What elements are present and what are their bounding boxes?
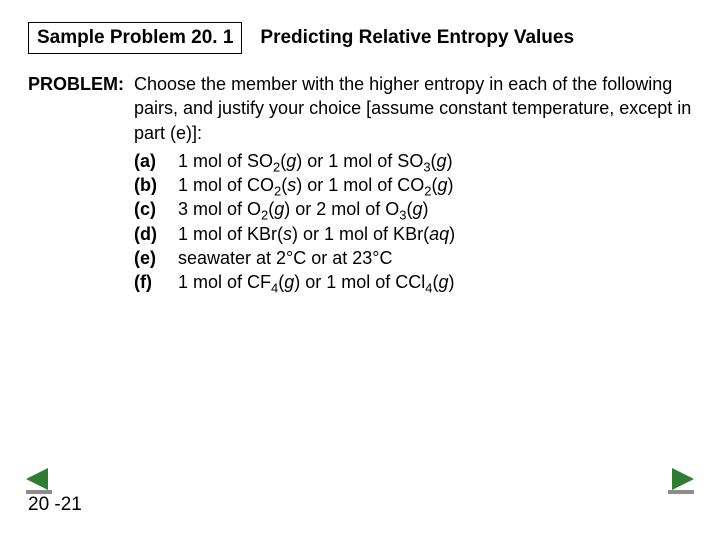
item-letter: (b) [134, 173, 178, 197]
problem-item: (e)seawater at 2°C or at 23°C [134, 246, 692, 270]
problem-block: PROBLEM: Choose the member with the high… [28, 72, 692, 295]
problem-item: (f)1 mol of CF4(g) or 1 mol of CCl4(g) [134, 270, 692, 294]
item-letter: (a) [134, 149, 178, 173]
item-letter: (f) [134, 270, 178, 294]
slide-title: Predicting Relative Entropy Values [260, 27, 574, 49]
problem-item: (c)3 mol of O2(g) or 2 mol of O3(g) [134, 197, 692, 221]
problem-intro: Choose the member with the higher entrop… [134, 72, 692, 145]
item-letter: (e) [134, 246, 178, 270]
item-text: 1 mol of KBr(s) or 1 mol of KBr(aq) [178, 222, 692, 246]
next-arrow-icon[interactable] [672, 468, 694, 490]
item-text: 1 mol of CF4(g) or 1 mol of CCl4(g) [178, 270, 692, 294]
problem-item: (a)1 mol of SO2(g) or 1 mol of SO3(g) [134, 149, 692, 173]
item-text: 1 mol of CO2(s) or 1 mol of CO2(g) [178, 173, 692, 197]
prev-arrow-shadow [26, 490, 52, 494]
item-letter: (d) [134, 222, 178, 246]
prev-arrow-icon[interactable] [26, 468, 48, 490]
page-number: 20 -21 [28, 494, 82, 516]
problem-items: (a)1 mol of SO2(g) or 1 mol of SO3(g)(b)… [134, 149, 692, 295]
item-text: 1 mol of SO2(g) or 1 mol of SO3(g) [178, 149, 692, 173]
next-arrow-shadow [668, 490, 694, 494]
header-row: Sample Problem 20. 1 Predicting Relative… [28, 22, 692, 54]
item-text: 3 mol of O2(g) or 2 mol of O3(g) [178, 197, 692, 221]
problem-label: PROBLEM: [28, 72, 124, 295]
problem-item: (b)1 mol of CO2(s) or 1 mol of CO2(g) [134, 173, 692, 197]
sample-problem-box: Sample Problem 20. 1 [28, 22, 242, 54]
item-letter: (c) [134, 197, 178, 221]
problem-body: Choose the member with the higher entrop… [134, 72, 692, 295]
slide-page: Sample Problem 20. 1 Predicting Relative… [0, 0, 720, 540]
problem-item: (d)1 mol of KBr(s) or 1 mol of KBr(aq) [134, 222, 692, 246]
sample-problem-label: Sample Problem 20. 1 [37, 27, 233, 48]
item-text: seawater at 2°C or at 23°C [178, 246, 692, 270]
